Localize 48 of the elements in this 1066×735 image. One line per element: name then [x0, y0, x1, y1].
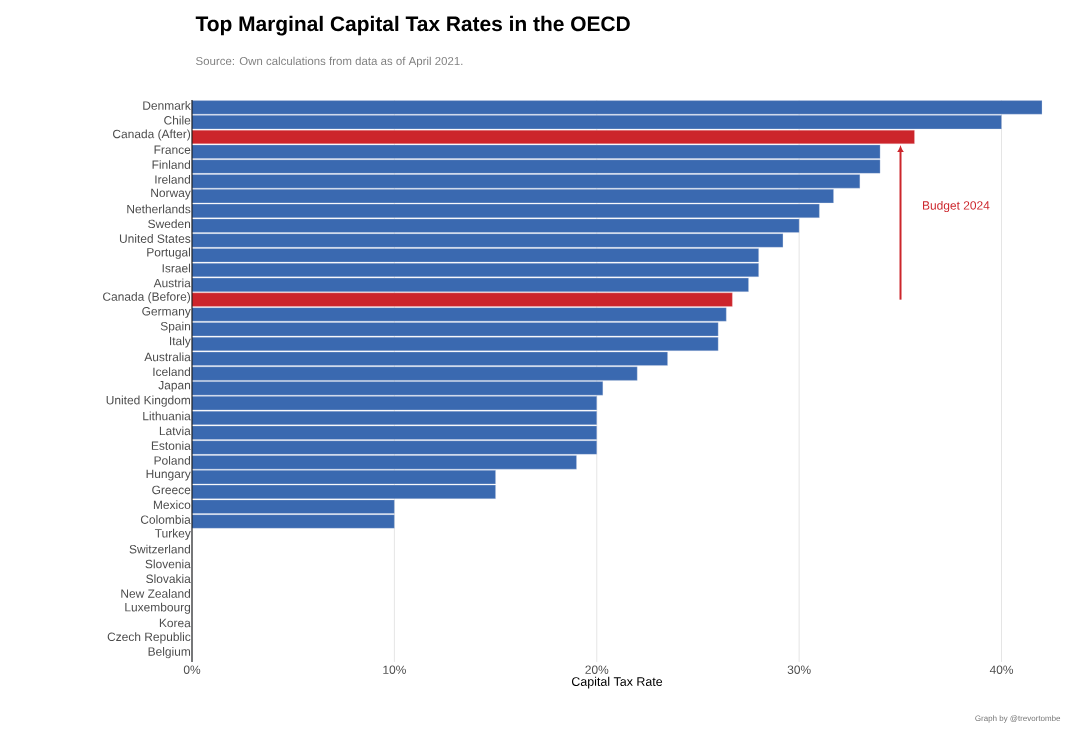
- y-tick-label: Turkey: [154, 528, 191, 540]
- bar: [191, 292, 733, 307]
- annotation: Budget 2024: [923, 200, 990, 213]
- y-tick-label: Chile: [164, 115, 191, 125]
- y-tick-label: France: [154, 145, 191, 154]
- y-tick-label: Australia: [144, 352, 191, 362]
- chart-title: Top Marginal Capital Tax Rates in the OECD: [195, 15, 630, 36]
- y-tick-label: Switzerland: [129, 544, 191, 554]
- y-tick-label: New Zealand: [121, 589, 191, 598]
- y-tick-label: United States: [119, 234, 191, 243]
- y-tick-label: Spain: [160, 321, 191, 333]
- y-tick-label: Portugal: [147, 247, 191, 259]
- y-tick-label: Austria: [153, 278, 191, 288]
- y-tick-label: Estonia: [151, 441, 191, 450]
- x-tick-label: 20%: [585, 665, 609, 674]
- y-tick-label: Mexico: [153, 500, 191, 510]
- y-tick-label: Czech Republic: [107, 632, 191, 644]
- y-tick-label: Latvia: [159, 426, 191, 436]
- y-tick-label: United Kingdom: [106, 395, 190, 407]
- y-tick-label: Sweden: [148, 219, 191, 229]
- y-tick-label: Greece: [152, 485, 191, 495]
- y-tick-label: Japan: [158, 381, 191, 392]
- y-tick-label: Ireland: [155, 174, 191, 184]
- y-tick-label: Canada (Before): [103, 292, 191, 304]
- y-tick-label: Norway: [151, 188, 191, 200]
- x-tick-label: 40%: [989, 665, 1014, 674]
- y-tick-label: Poland: [154, 455, 191, 465]
- y-tick-label: Iceland: [153, 367, 191, 376]
- y-tick-label: Hungary: [146, 469, 191, 481]
- y-tick-label: Israel: [162, 263, 191, 273]
- chart-subtitle: Source: Own calculations from data as of April 2021.: [196, 56, 463, 68]
- y-tick-label: Italy: [170, 336, 191, 348]
- y-tick-label: Finland: [152, 160, 191, 169]
- y-tick-label: Slovenia: [145, 559, 191, 569]
- x-axis-title: Capital Tax Rate: [571, 676, 663, 689]
- y-tick-label: Canada (After): [113, 129, 191, 141]
- y-tick-label: Colombia: [140, 515, 191, 524]
- y-tick-label: Denmark: [143, 101, 191, 110]
- y-tick-label: Luxembourg: [125, 602, 191, 614]
- y-tick-label: Lithuania: [143, 411, 191, 421]
- y-tick-label: Netherlands: [127, 204, 191, 214]
- y-tick-label: Korea: [159, 618, 191, 628]
- x-tick-label: 30%: [787, 665, 811, 674]
- x-tick-label: 0%: [183, 665, 201, 674]
- x-tick-label: 10%: [383, 665, 406, 674]
- y-tick-label: Germany: [142, 307, 191, 318]
- y-tick-label: Belgium: [148, 647, 191, 659]
- y-tick-label: Slovakia: [146, 574, 191, 584]
